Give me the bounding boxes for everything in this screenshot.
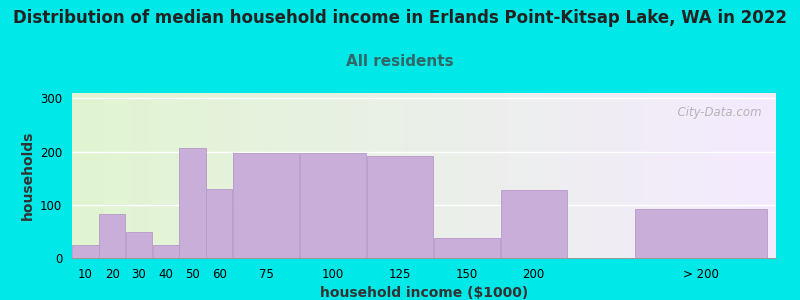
Text: All residents: All residents: [346, 54, 454, 69]
Text: Distribution of median household income in Erlands Point-Kitsap Lake, WA in 2022: Distribution of median household income …: [13, 9, 787, 27]
Bar: [234, 153, 299, 258]
Bar: [126, 232, 152, 258]
Bar: [635, 209, 766, 258]
Bar: [72, 245, 98, 258]
Bar: [179, 148, 206, 258]
Text: City-Data.com: City-Data.com: [670, 106, 762, 119]
Bar: [99, 214, 126, 258]
Bar: [153, 245, 179, 258]
Bar: [367, 156, 433, 258]
X-axis label: household income ($1000): household income ($1000): [320, 286, 528, 300]
Bar: [501, 190, 566, 258]
Bar: [434, 238, 500, 258]
Bar: [300, 153, 366, 258]
Bar: [206, 189, 232, 258]
Y-axis label: households: households: [21, 131, 34, 220]
